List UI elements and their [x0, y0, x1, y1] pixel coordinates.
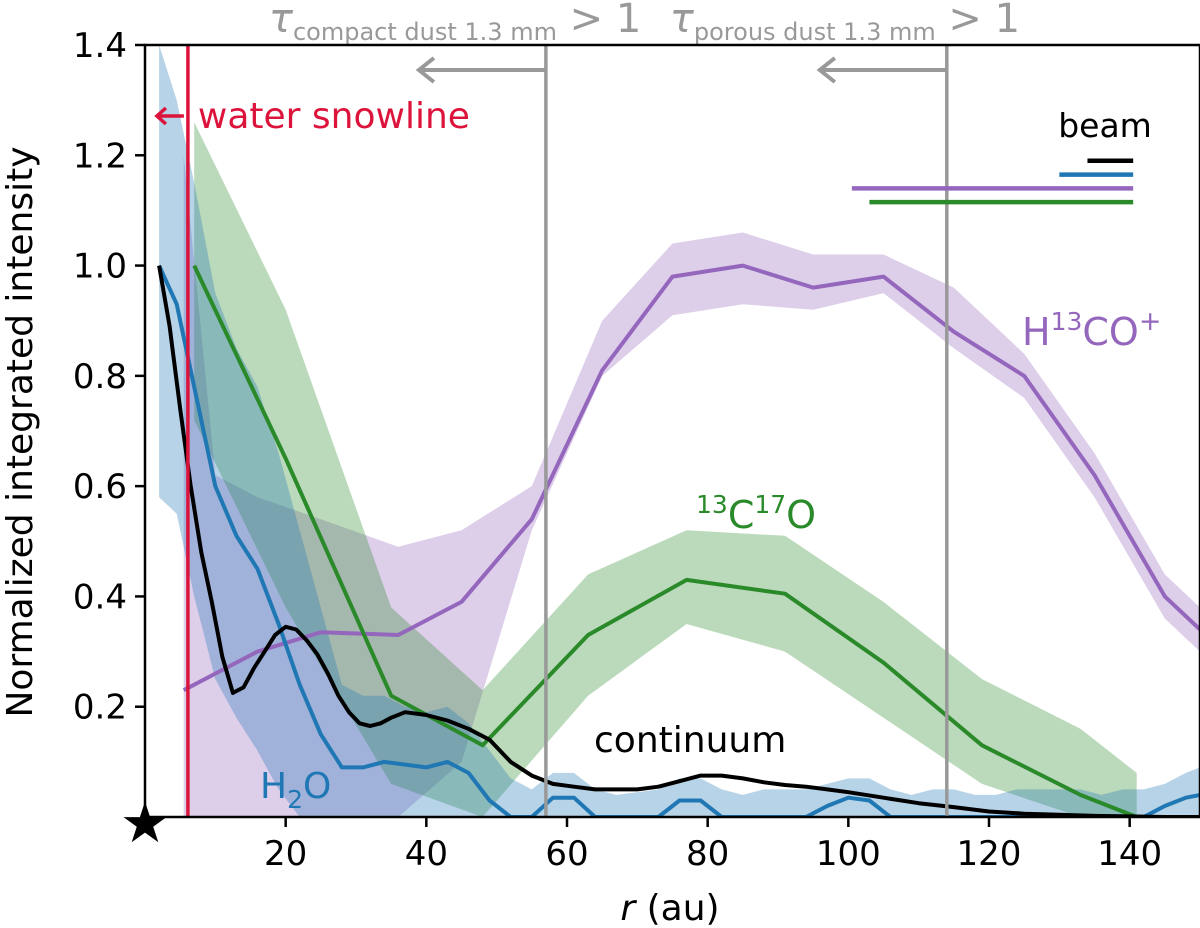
- line-c17o: [192, 264, 1138, 817]
- y-tick-label: 1.4: [73, 26, 127, 66]
- band-c17o: [194, 122, 1137, 817]
- star-marker: ★: [120, 791, 170, 856]
- label-porous-dust: τporous dust 1.3 mm > 1: [670, 0, 1020, 46]
- x-tick-label: 120: [957, 834, 1022, 874]
- y-tick-label: 0.8: [73, 357, 127, 397]
- label-compact-dust: τcompact dust 1.3 mm > 1: [269, 0, 641, 46]
- vertical-markers: water snowline τcompact dust 1.3 mm > 1 τp…: [154, 0, 1020, 817]
- beam-indicator: beam: [851, 106, 1152, 205]
- y-axis-ticks: 0.2 0.4 0.6 0.8 1.0 1.2 1.4: [73, 26, 145, 728]
- label-water-snowline: water snowline: [198, 96, 470, 137]
- band-h2o: [159, 45, 1200, 817]
- beam-label: beam: [1058, 106, 1152, 145]
- arrow-head-compact-dust: [415, 56, 436, 84]
- x-tick-label: 80: [686, 834, 729, 874]
- arrow-head-porous-dust: [816, 56, 837, 84]
- series-lines: [157, 263, 1200, 817]
- line-continuum: [157, 265, 1200, 817]
- y-tick-label: 0.4: [73, 577, 127, 617]
- label-c17o: 13C17O: [696, 490, 816, 537]
- arrow-head-water-snowline: [154, 106, 168, 126]
- x-tick-label: 100: [816, 834, 881, 874]
- x-axis-ticks: 20 40 60 80 100 120 140: [264, 817, 1162, 874]
- y-tick-label: 1.0: [73, 247, 127, 287]
- label-h13co: H13CO+: [1022, 306, 1161, 354]
- plot-frame: [143, 43, 1200, 819]
- x-tick-label: 60: [545, 834, 588, 874]
- x-tick-label: 20: [264, 834, 307, 874]
- y-tick-label: 0.2: [73, 688, 127, 728]
- series-labels: H13CO+ 13C17O H2O continuum: [260, 306, 1161, 814]
- x-tick-label: 140: [1097, 834, 1162, 874]
- x-axis-label: r (au): [620, 888, 719, 928]
- y-tick-label: 0.6: [73, 467, 127, 507]
- y-axis-label: Normalized integrated intensity: [0, 146, 41, 717]
- label-h2o: H2O: [260, 766, 331, 814]
- x-tick-label: 40: [405, 834, 448, 874]
- uncertainty-bands: [159, 45, 1200, 817]
- line-h13co: [182, 263, 1200, 692]
- y-tick-label: 1.2: [73, 136, 127, 176]
- line-h2o: [157, 264, 1200, 817]
- label-continuum: continuum: [594, 720, 786, 761]
